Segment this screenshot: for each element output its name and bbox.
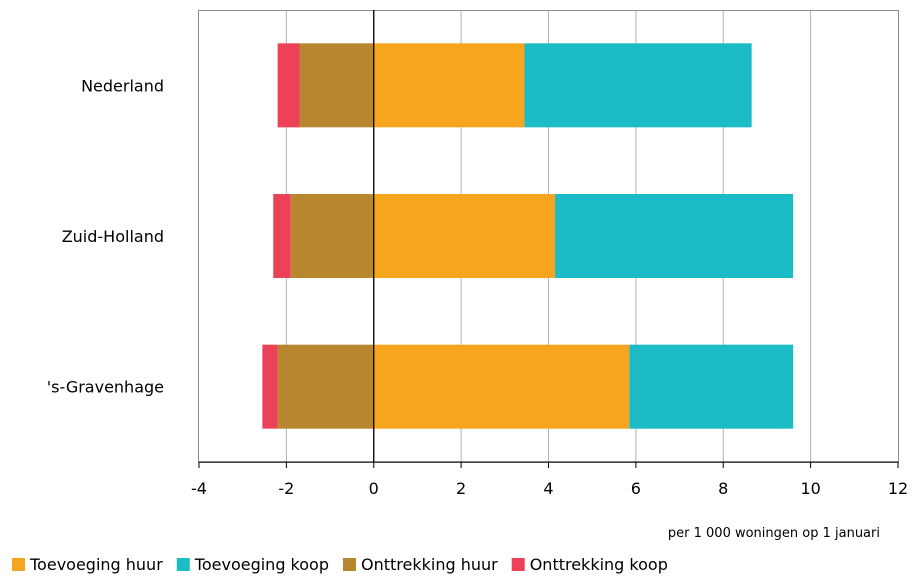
legend-swatch xyxy=(511,558,525,571)
legend-swatch xyxy=(342,558,356,571)
legend-label: Toevoeging huur xyxy=(29,555,163,574)
x-tick-label: 2 xyxy=(456,479,466,498)
bar-onttrekking-huur-3 xyxy=(277,344,374,429)
bar-toevoeging-huur-3 xyxy=(373,344,630,429)
x-tick-label: 8 xyxy=(718,479,728,498)
bar-onttrekking-huur-2 xyxy=(290,194,374,278)
legend-label: Toevoeging koop xyxy=(194,555,329,574)
legend: Toevoeging huur Toevoeging koop Onttrekkin… xyxy=(12,555,668,574)
legend-swatch xyxy=(12,558,25,571)
x-tick-label: -4 xyxy=(191,479,207,498)
legend-label: Onttrekking huur xyxy=(361,555,498,574)
bar-toevoeging-huur-1 xyxy=(373,43,525,128)
x-tick-label: 12 xyxy=(888,479,908,498)
category-label: 's-Gravenhage xyxy=(47,378,164,397)
category-labels: Nederland Zuid-Holland 's-Gravenhage xyxy=(47,76,164,396)
legend-swatch xyxy=(176,558,190,571)
bar-toevoeging-koop-2 xyxy=(555,194,794,278)
category-label: Nederland xyxy=(81,76,164,95)
x-tick-label: 0 xyxy=(369,479,379,498)
bar-toevoeging-huur-2 xyxy=(373,194,556,278)
x-axis-ticks: -4 -2 0 2 4 6 8 10 12 xyxy=(191,462,908,498)
x-tick-label: 6 xyxy=(631,479,641,498)
x-tick-label: 4 xyxy=(543,479,553,498)
bar-onttrekking-koop-3 xyxy=(262,344,278,429)
category-label: Zuid-Holland xyxy=(62,227,164,246)
x-tick-label: 10 xyxy=(800,479,820,498)
bars xyxy=(262,43,794,429)
x-axis-title: per 1 000 woningen op 1 januari xyxy=(668,526,880,541)
x-tick-label: -2 xyxy=(278,479,294,498)
bar-toevoeging-koop-3 xyxy=(629,344,794,429)
bar-onttrekking-koop-2 xyxy=(273,194,291,278)
bar-toevoeging-koop-1 xyxy=(524,43,752,128)
bar-onttrekking-huur-1 xyxy=(299,43,374,128)
legend-label: Onttrekking koop xyxy=(530,555,668,574)
bar-onttrekking-koop-1 xyxy=(277,43,300,128)
